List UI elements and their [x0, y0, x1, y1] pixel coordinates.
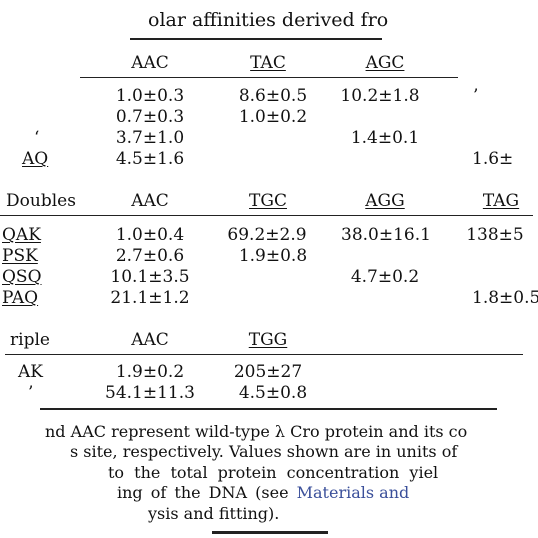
bottom-rule: [40, 408, 497, 410]
header-agc: AGC: [345, 53, 425, 73]
s2-r3-c3: 4.7±0.2: [335, 267, 435, 287]
header-doubles: Doubles: [6, 191, 76, 211]
header-tag: TAG: [461, 191, 538, 211]
s2-r2-c1: 2.7±0.6: [100, 246, 200, 266]
top-rule: [130, 38, 382, 40]
header-agg: AGG: [345, 191, 425, 211]
header-aac-1: AAC: [110, 53, 190, 73]
s2-r2-c2: 1.9±0.8: [223, 246, 323, 266]
caption-line-5: ysis and fitting).: [148, 504, 279, 524]
s1-r3-fragment: ‘: [34, 128, 39, 148]
s3-r1-c2: 205±27: [218, 362, 318, 382]
s2-r1-c1: 1.0±0.4: [100, 225, 200, 245]
caption-line-2: s site, respectively. Values shown are i…: [70, 442, 457, 462]
table-title: olar affinities derived fro: [148, 10, 388, 30]
header-tgg: TGG: [228, 330, 308, 350]
s1-r2-c1: 0.7±0.3: [100, 107, 200, 127]
header-aac-3: AAC: [110, 330, 190, 350]
s1-r3-c3: 1.4±0.1: [335, 128, 435, 148]
caption-text-4: ing of the DNA (see: [117, 483, 297, 502]
s2-r1-c3: 38.0±16.1: [336, 225, 436, 245]
s2-r1-c4: 138±5: [450, 225, 538, 245]
s3-r2-fragment: ’: [28, 383, 33, 403]
materials-link[interactable]: Materials and: [297, 483, 410, 502]
section1-header-rule: [80, 77, 458, 78]
section3-header-rule: [5, 354, 523, 355]
header-triple: riple: [10, 330, 50, 350]
s1-r4-label: AQ: [22, 149, 48, 169]
s3-r2-c1: 54.1±11.3: [100, 383, 200, 403]
s1-r4-c4: 1.6±: [472, 149, 513, 169]
section2-header-rule: [0, 215, 533, 216]
s1-r1-c2: 8.6±0.5: [223, 86, 323, 106]
s2-r2-label: PSK: [2, 246, 38, 266]
s3-r1-label: AK: [18, 362, 43, 382]
header-aac-2: AAC: [110, 191, 190, 211]
caption-bottom-rule: [212, 531, 328, 534]
s3-r2-c2: 4.5±0.8: [223, 383, 323, 403]
s1-r4-c1: 4.5±1.6: [100, 149, 200, 169]
s1-r1-c1: 1.0±0.3: [100, 86, 200, 106]
s1-r2-c2: 1.0±0.2: [223, 107, 323, 127]
caption-line-4: ing of the DNA (see Materials and: [117, 483, 409, 503]
s1-r3-c1: 3.7±1.0: [100, 128, 200, 148]
caption-line-3: to the total protein concentration yiel: [108, 463, 438, 483]
header-tac: TAC: [228, 53, 308, 73]
s2-r3-c1: 10.1±3.5: [100, 267, 200, 287]
s2-r1-label: QAK: [2, 225, 41, 245]
s2-r4-label: PAQ: [2, 288, 38, 308]
s1-r1-c3: 10.2±1.8: [330, 86, 430, 106]
s1-r1-fragment: ’: [473, 86, 478, 106]
caption-line-1: nd AAC represent wild-type λ Cro protein…: [45, 422, 467, 442]
s2-r3-label: QSQ: [2, 267, 42, 287]
s2-r1-c2: 69.2±2.9: [217, 225, 317, 245]
header-tgc: TGC: [228, 191, 308, 211]
s3-r1-c1: 1.9±0.2: [100, 362, 200, 382]
s2-r4-c4: 1.8±0.5: [472, 288, 538, 308]
s2-r4-c1: 21.1±1.2: [100, 288, 200, 308]
